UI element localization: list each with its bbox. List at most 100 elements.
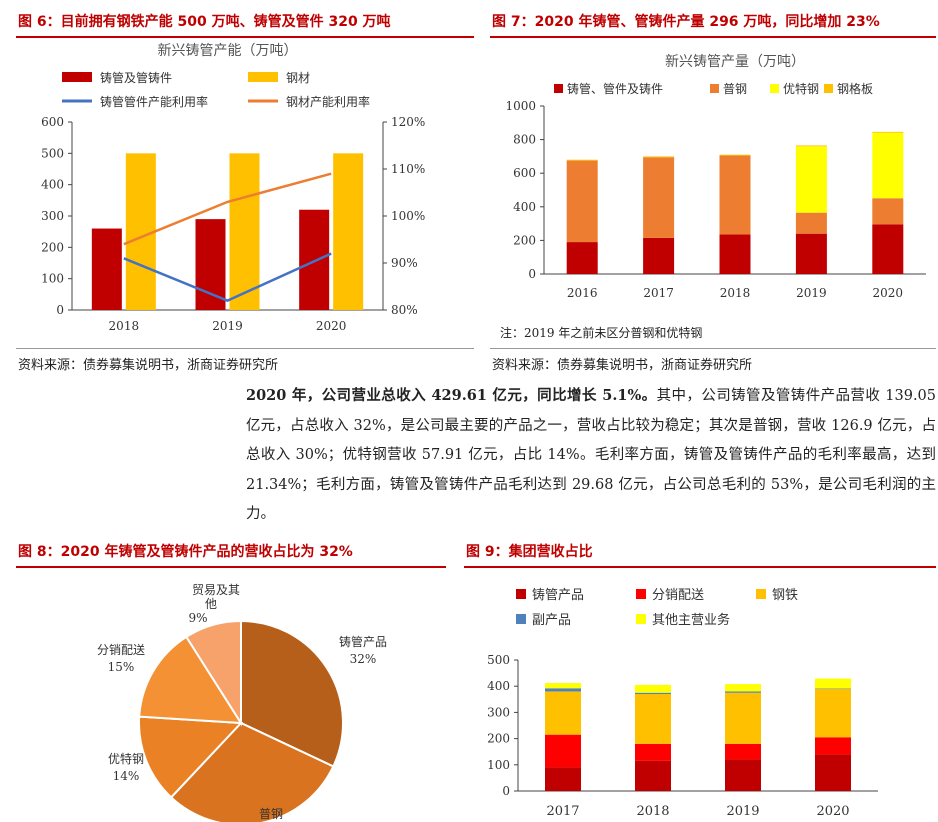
y2-tick-label: 100% [391,209,425,223]
pie-slice-percent: 9% [188,611,207,625]
x-tick-label: 2018 [720,286,751,300]
pie-slice [240,619,344,768]
legend-label: 优特钢 [783,81,819,96]
stacked-bar-segment [635,692,671,695]
legend-swatch [710,84,719,93]
paragraph-lead: 2020 年，公司营业总收入 429.61 亿元，同比增长 5.1%。 [246,387,657,404]
y-tick-label: 0 [502,784,510,798]
y-tick-label: 400 [487,679,510,693]
pie-slice-label: 贸易及其 [192,583,240,597]
y-tick-label: 100 [487,758,510,772]
figure-6-bottom-rule [16,348,474,349]
pie-slice-percent: 15% [108,660,135,674]
y-tick-label: 600 [41,115,64,129]
legend-swatch [248,72,278,82]
stacked-bar-segment [545,683,581,689]
figure-6-title: 图 6：目前拥有钢铁产能 500 万吨、铸管及管件 320 万吨 [18,14,391,30]
stacked-bar-segment [566,242,598,274]
legend-label: 铸管、管件及铸件 [567,81,663,96]
stacked-bar-segment [643,157,675,238]
paragraph-body: 其中，公司铸管及管铸件产品营收 139.05 亿元，占总收入 32%，是公司最主… [246,388,937,522]
x-tick-label: 2017 [546,804,579,819]
stacked-bar-segment [872,131,904,133]
bar [299,209,330,310]
figure-7-bottom-rule [490,348,936,349]
pie-slice-label: 普钢 [259,807,283,821]
y-tick-label: 400 [41,178,64,192]
stacked-bar-segment [725,691,761,693]
y-tick-label: 300 [41,209,64,223]
stacked-bar-segment [719,154,751,156]
legend-label: 钢铁 [772,588,798,603]
series-line [123,172,332,246]
stacked-bar-segment [643,156,675,158]
legend-label: 铸管管件产能利用率 [100,94,208,109]
series-line [123,252,332,302]
y-tick-label: 0 [528,267,536,281]
figure-7-top-rule [490,36,936,38]
stacked-bar-segment [725,692,761,744]
y2-tick-label: 110% [391,162,425,176]
legend-swatch [770,84,779,93]
legend-label: 普钢 [723,82,747,96]
figure-6-top-rule [16,36,474,38]
legend-swatch [636,589,646,599]
chart-title: 新兴铸管产量（万吨） [665,54,805,70]
legend-label: 钢格板 [837,81,873,96]
x-tick-label: 2019 [726,804,759,819]
stacked-bar-segment [545,734,581,768]
x-tick-label: 2020 [873,286,904,300]
stacked-bar-segment [566,160,598,243]
y-tick-label: 200 [513,233,536,247]
pie-slice-label: 优特钢 [108,751,144,766]
stacked-bar-segment [545,767,581,791]
figure-7-note: 注：2019 年之前未区分普钢和优特钢 [500,326,703,340]
pie-slice [184,619,242,727]
pie-slice [169,721,335,822]
stacked-bar-segment [566,159,598,161]
y2-tick-label: 120% [391,115,425,129]
stacked-bar-segment [815,688,851,690]
stacked-bar-segment [815,689,851,738]
y-tick-label: 0 [56,303,64,317]
bar [195,219,226,310]
y-tick-label: 500 [487,653,510,667]
x-tick-label: 2016 [567,286,598,300]
y-tick-label: 600 [513,166,536,180]
legend-swatch [636,614,646,624]
legend-swatch [62,72,92,82]
stacked-bar-segment [872,132,904,199]
stacked-bar-segment [795,145,827,147]
bar [91,228,122,310]
legend-swatch [756,589,766,599]
bar [125,153,156,310]
legend-label: 副产品 [532,613,571,628]
legend-swatch [824,84,833,93]
figure-7-title: 图 7：2020 年铸管、管铸件产量 296 万吨，同比增加 23% [492,14,880,30]
stacked-bar-segment [872,198,904,225]
y2-tick-label: 80% [391,303,418,317]
stacked-bar-segment [545,688,581,692]
x-tick-label: 2018 [636,804,669,819]
figure-6-source: 资料来源：债券募集说明书，浙商证券研究所 [18,358,279,373]
figure-9-title: 图 9：集团营收占比 [466,544,593,560]
figure-7-source: 资料来源：债券募集说明书，浙商证券研究所 [492,358,753,373]
bar [333,153,364,310]
stacked-bar-segment [635,760,671,791]
legend-label: 铸管及管铸件 [100,70,172,85]
legend-label: 钢材产能利用率 [286,94,370,109]
stacked-bar-segment [795,233,827,274]
y2-tick-label: 90% [391,256,418,270]
y-tick-label: 200 [487,732,510,746]
legend-label: 钢材 [286,71,310,85]
figure-9-top-rule [464,566,936,568]
y-tick-label: 1000 [505,99,536,113]
pie-slice-percent: 14% [113,769,140,783]
stacked-bar-segment [635,694,671,744]
y-tick-label: 800 [513,133,536,147]
legend-swatch [516,614,526,624]
bar [229,153,260,310]
legend-label: 其他主营业务 [652,612,730,628]
